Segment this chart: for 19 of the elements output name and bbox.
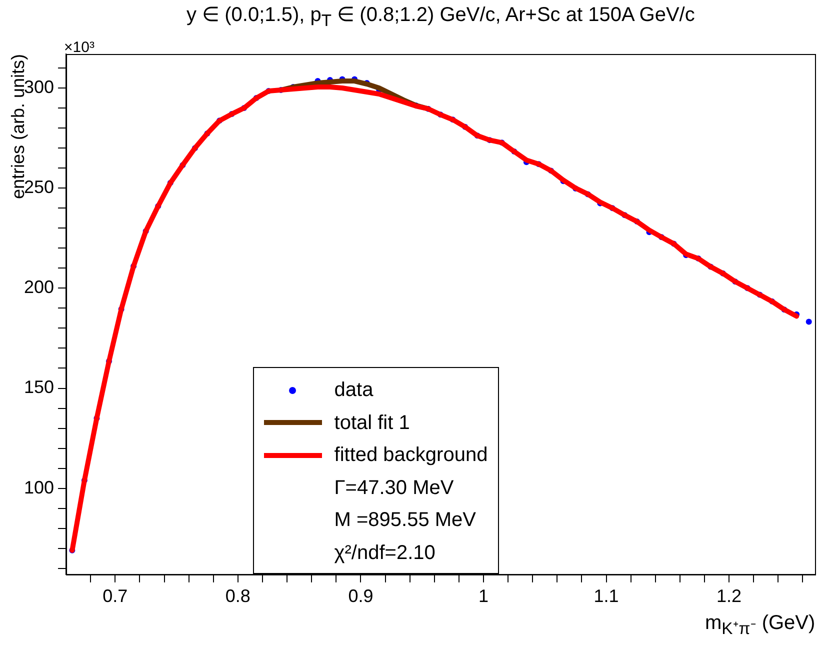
x-tick-label: 0.8 xyxy=(225,586,250,606)
x-tick-label: 0.7 xyxy=(102,586,128,606)
y-tick-label: 200 xyxy=(24,277,54,298)
x-tick-label: 1 xyxy=(478,586,488,606)
legend-label: fitted background xyxy=(334,443,488,468)
x-tick-label: 1.1 xyxy=(594,586,619,606)
annotation: ×10³ xyxy=(64,39,94,56)
y-tick-label: 150 xyxy=(24,377,54,398)
legend-label: data xyxy=(334,378,374,404)
annotation: M =895.55 MeV xyxy=(334,508,476,534)
annotation: χ²/ndf=2.10 xyxy=(334,540,436,566)
chart-title: y ∈ (0.0;1.5), p$_{T}$ ∈ (0.8;1.2) GeV/c, Ar+Sc at 150A GeV/c xyxy=(186,3,695,31)
legend-label: total fit 1 xyxy=(334,410,410,436)
annotation: Γ=47.30 MeV xyxy=(334,476,454,501)
x-tick-label: 1.2 xyxy=(716,586,742,606)
x-axis-title: m$_{K⁺π⁻}$ (GeV) xyxy=(705,612,816,640)
y-tick-label: 100 xyxy=(24,477,54,498)
x-tick-label: 0.9 xyxy=(348,586,374,606)
point xyxy=(806,318,812,325)
